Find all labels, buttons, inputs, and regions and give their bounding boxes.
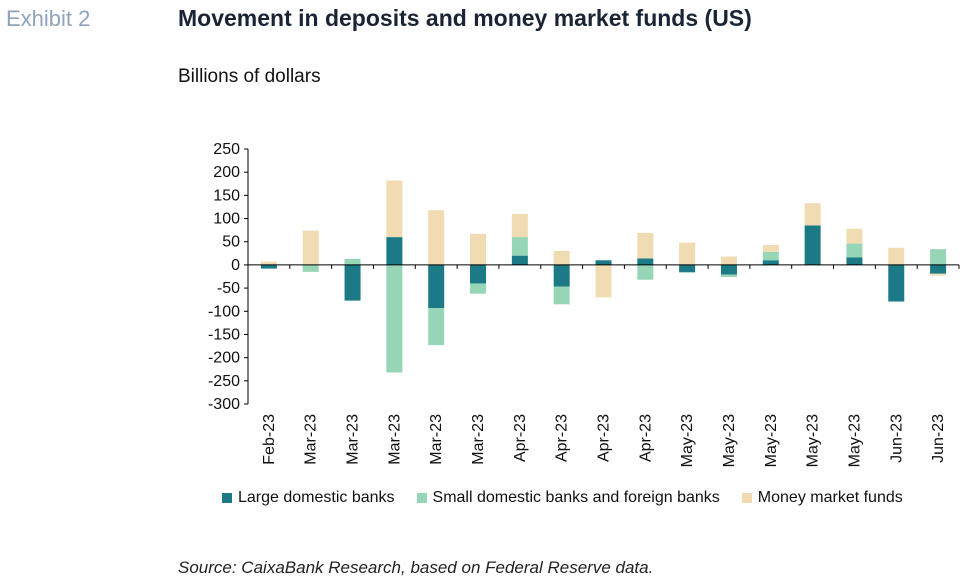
bar-money-market-funds <box>930 273 947 276</box>
x-tick-label: Apr-23 <box>596 414 613 462</box>
y-tick-label: -50 <box>217 280 240 297</box>
bar-large-banks <box>595 260 612 265</box>
x-tick-label: May-23 <box>763 414 780 467</box>
bar-large-banks <box>846 257 863 265</box>
bar-money-market-funds <box>428 210 445 265</box>
legend-swatch <box>741 493 752 503</box>
x-tick-label: Mar-23 <box>345 414 362 465</box>
bar-money-market-funds <box>846 228 863 244</box>
x-tick-label: May-23 <box>846 414 863 467</box>
bar-money-market-funds <box>637 232 654 259</box>
bar-money-market-funds <box>511 213 528 238</box>
bar-small-banks <box>344 258 361 265</box>
bar-large-banks <box>888 264 905 302</box>
bar-small-banks <box>511 237 528 256</box>
bar-small-banks <box>302 264 319 272</box>
bar-money-market-funds <box>888 247 905 265</box>
bar-money-market-funds <box>804 203 821 226</box>
x-tick-label: Jun-23 <box>888 414 905 463</box>
bar-money-market-funds <box>595 264 612 298</box>
legend-label: Small domestic banks and foreign banks <box>432 489 720 506</box>
x-tick-label: Mar-23 <box>470 414 487 465</box>
bar-large-banks <box>930 264 947 274</box>
bar-large-banks <box>637 258 654 265</box>
x-tick-label: Feb-23 <box>261 414 278 465</box>
bar-money-market-funds <box>679 242 696 265</box>
bar-money-market-funds <box>386 180 403 238</box>
bar-large-banks <box>720 264 737 275</box>
bar-large-banks <box>428 264 445 309</box>
x-tick-label: Mar-23 <box>386 414 403 465</box>
legend-item: Small domestic banks and foreign banks <box>416 489 720 507</box>
legend-label: Money market funds <box>757 489 903 506</box>
bar-small-banks <box>428 308 445 346</box>
bar-large-banks <box>260 264 277 269</box>
y-tick-label: 250 <box>213 141 240 158</box>
bar-large-banks <box>679 264 696 273</box>
legend-swatch <box>222 493 232 503</box>
bar-money-market-funds <box>302 230 319 265</box>
exhibit-label: Exhibit 2 <box>6 6 91 31</box>
x-tick-label: Mar-23 <box>428 414 445 465</box>
x-tick-label: Mar-23 <box>303 414 320 465</box>
x-tick-label: Apr-23 <box>554 414 571 462</box>
y-tick-label: -300 <box>208 396 240 413</box>
chart-title: Movement in deposits and money market fu… <box>178 5 752 31</box>
y-tick-label: -250 <box>208 373 240 390</box>
y-tick-label: 50 <box>222 234 240 251</box>
bar-large-banks <box>344 264 361 301</box>
bar-money-market-funds <box>553 251 570 265</box>
bar-money-market-funds <box>470 233 487 265</box>
bar-small-banks <box>470 283 487 294</box>
x-tick-label: Apr-23 <box>512 414 529 462</box>
bar-small-banks <box>930 249 947 265</box>
y-tick-label: -100 <box>208 303 240 320</box>
legend-label: Large domestic banks <box>238 489 395 506</box>
bar-large-banks <box>470 264 487 284</box>
bar-large-banks <box>553 264 570 287</box>
bar-large-banks <box>511 255 528 265</box>
bar-large-banks <box>386 237 403 265</box>
bar-small-banks <box>553 286 570 305</box>
bar-small-banks <box>386 264 403 373</box>
source-note: Source: CaixaBank Research, based on Fed… <box>178 558 654 577</box>
y-tick-label: -200 <box>208 350 240 367</box>
y-tick-label: 0 <box>231 257 240 274</box>
bar-small-banks <box>720 274 737 277</box>
bar-small-banks <box>637 264 654 280</box>
bar-chart: 250 200 150 100 50 0 -50 -100 -150 -200 -250 -300 Fe… <box>208 141 960 467</box>
bar-small-banks <box>762 251 779 261</box>
bar-money-market-funds <box>720 256 737 265</box>
bar-large-banks <box>762 260 779 265</box>
y-tick-label: 100 <box>213 211 240 228</box>
bar-money-market-funds <box>762 244 779 252</box>
legend: Large domestic banks Small domestic banks… <box>222 489 925 507</box>
x-tick-label: Apr-23 <box>637 414 654 462</box>
y-tick-label: 200 <box>213 164 240 181</box>
y-tick-label: 150 <box>213 187 240 204</box>
y-tick-label: -150 <box>208 326 240 343</box>
x-tick-label: May-23 <box>805 414 822 467</box>
units-label: Billions of dollars <box>178 66 321 87</box>
bar-large-banks <box>804 225 821 265</box>
bar-money-market-funds <box>260 261 277 265</box>
legend-item: Large domestic banks <box>222 489 395 507</box>
x-tick-label: May-23 <box>721 414 738 467</box>
legend-item: Money market funds <box>741 489 903 507</box>
bar-small-banks <box>846 243 863 258</box>
x-tick-label: Jun-23 <box>930 414 947 463</box>
legend-swatch <box>416 493 427 503</box>
x-tick-label: May-23 <box>679 414 696 467</box>
